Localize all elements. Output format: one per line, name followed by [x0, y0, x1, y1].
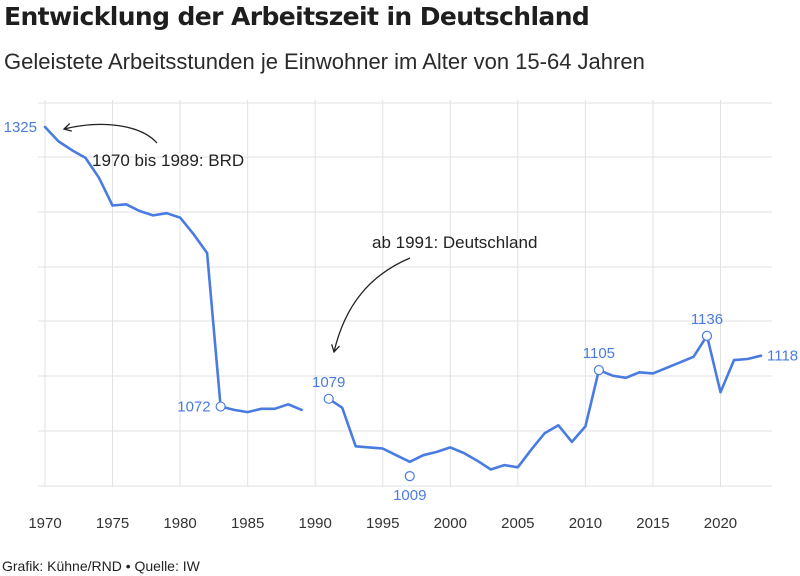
point-marker [323, 393, 334, 404]
annotation-brd: 1970 bis 1989: BRD [92, 151, 244, 170]
x-tick-label: 2015 [636, 515, 669, 532]
line-chart: 1970 1975 1980 1985 1990 1995 2000 2005 2010 2015… [4, 100, 799, 532]
x-tick-label: 2000 [434, 515, 467, 532]
x-axis-ticks: 1970 1975 1980 1985 1990 1995 2000 2005 2010 2015… [28, 515, 737, 532]
source-credit: Grafik: Kühne/RND • Quelle: IW [2, 558, 200, 574]
annotations: 1970 bis 1989: BRD ab 1991: Deutschland [62, 122, 537, 354]
x-tick-label: 1995 [366, 515, 399, 532]
series-line [327, 334, 763, 471]
x-tick-label: 1985 [231, 515, 264, 532]
annotation-arrow [62, 122, 158, 144]
data-label: 1072 [177, 399, 210, 416]
x-tick-label: 2010 [569, 515, 602, 532]
annotation-deutschland: ab 1991: Deutschland [372, 233, 537, 252]
series-lines [43, 125, 763, 471]
data-label: 1009 [393, 487, 426, 504]
x-tick-label: 1980 [163, 515, 196, 532]
annotation-arrow [331, 257, 411, 354]
x-tick-label: 1990 [299, 515, 332, 532]
data-label: 1079 [312, 374, 345, 391]
x-tick-label: 2005 [501, 515, 534, 532]
series-line [43, 125, 303, 414]
point-marker [404, 471, 415, 482]
point-marker [701, 330, 713, 341]
x-tick-label: 1975 [96, 515, 129, 532]
data-label: 1105 [583, 345, 615, 362]
data-label: 1136 [691, 311, 723, 328]
data-points: 1325 1072 1079 1009 1105 1136 1118 [4, 119, 799, 504]
chart-subtitle: Geleistete Arbeitsstunden je Einwohner i… [4, 49, 645, 74]
grid-lines [38, 100, 772, 487]
x-tick-label: 2020 [704, 515, 737, 532]
point-marker [215, 401, 226, 412]
point-marker [593, 364, 604, 376]
x-tick-label: 1970 [28, 515, 61, 532]
data-label: 1118 [767, 348, 798, 365]
chart-title: Entwicklung der Arbeitszeit in Deutschla… [4, 2, 590, 31]
data-label: 1325 [4, 119, 37, 136]
